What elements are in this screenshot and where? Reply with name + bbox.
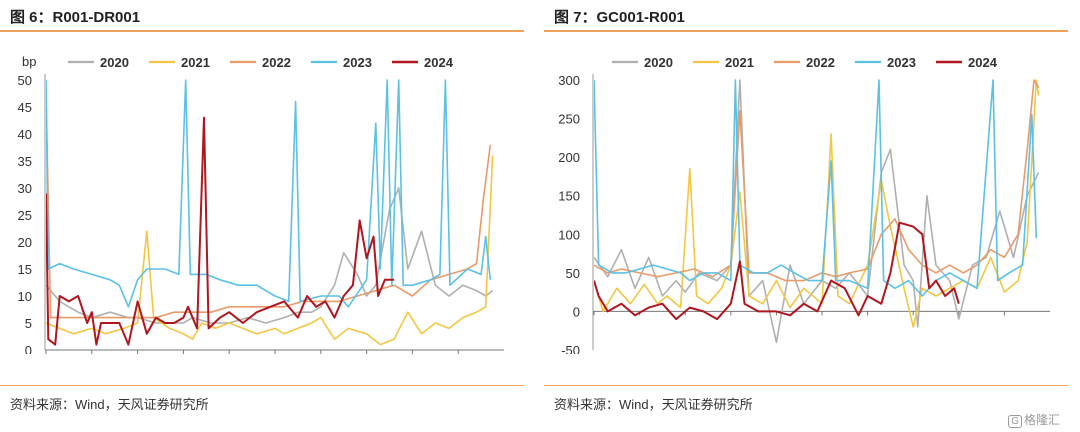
y-tick-label: 45 xyxy=(18,100,32,115)
y-tick-label: 20 xyxy=(18,235,32,250)
chart-r001-dr001: bp051015202530354045504/14/295/276/247/2… xyxy=(18,54,504,354)
y-tick-label: 200 xyxy=(558,150,580,165)
legend-label-2020: 2020 xyxy=(100,55,129,70)
series-line-2024 xyxy=(594,221,960,321)
y-tick-label: 150 xyxy=(558,189,580,204)
y-tick-label: 50 xyxy=(566,266,580,281)
y-tick-label: 15 xyxy=(18,262,32,277)
legend-label-2023: 2023 xyxy=(887,55,916,70)
chart-gc001-r001: -500501001502002503004/14/295/276/247/22… xyxy=(558,55,1050,354)
figure-7-panel: 图 7：GC001-R001 -500501001502002503004/14… xyxy=(544,0,1068,432)
y-tick-label: 100 xyxy=(558,227,580,242)
y-tick-label: 30 xyxy=(18,181,32,196)
y-tick-label: 50 xyxy=(18,73,32,88)
legend-label-2021: 2021 xyxy=(181,55,210,70)
y-tick-label: 25 xyxy=(18,208,32,223)
source-note: 资料来源：Wind，天风证券研究所 xyxy=(554,397,753,412)
source-divider xyxy=(544,385,1068,386)
legend-label-2022: 2022 xyxy=(262,55,291,70)
y-tick-label: 300 xyxy=(558,73,580,88)
source-note: 资料来源：Wind，天风证券研究所 xyxy=(10,397,209,412)
legend-label-2024: 2024 xyxy=(424,55,454,70)
legend-label-2023: 2023 xyxy=(343,55,372,70)
watermark-text: 格隆汇 xyxy=(1023,413,1060,427)
series-line-2020 xyxy=(594,79,1040,344)
series-line-2022 xyxy=(594,79,1040,282)
series-line-2024 xyxy=(46,116,395,346)
legend-label-2022: 2022 xyxy=(806,55,835,70)
figure-title: 图 6：R001-DR001 xyxy=(10,9,141,26)
figure-6-panel: 图 6：R001-DR001 bp051015202530354045504/1… xyxy=(0,0,524,432)
y-tick-label: -50 xyxy=(561,343,580,354)
legend-label-2021: 2021 xyxy=(725,55,754,70)
watermark: G 格隆汇 xyxy=(1008,411,1060,428)
legend-label-2020: 2020 xyxy=(644,55,673,70)
source-divider xyxy=(0,385,524,386)
series-line-2023 xyxy=(46,79,492,308)
series-line-2020 xyxy=(46,187,494,324)
series-line-2022 xyxy=(46,90,492,319)
y-tick-label: 250 xyxy=(558,112,580,127)
title-divider xyxy=(0,30,524,32)
watermark-logo-icon: G xyxy=(1008,415,1022,428)
y-axis-unit-label: bp xyxy=(22,54,36,69)
y-tick-label: 0 xyxy=(25,343,32,354)
y-tick-label: 40 xyxy=(18,127,32,142)
y-tick-label: 0 xyxy=(573,304,580,319)
legend-label-2024: 2024 xyxy=(968,55,998,70)
y-tick-label: 5 xyxy=(25,316,32,331)
y-tick-label: 10 xyxy=(18,289,32,304)
y-tick-label: 35 xyxy=(18,154,32,169)
series-line-2023 xyxy=(594,79,1038,297)
figure-title: 图 7：GC001-R001 xyxy=(554,9,685,26)
title-divider xyxy=(544,30,1068,32)
